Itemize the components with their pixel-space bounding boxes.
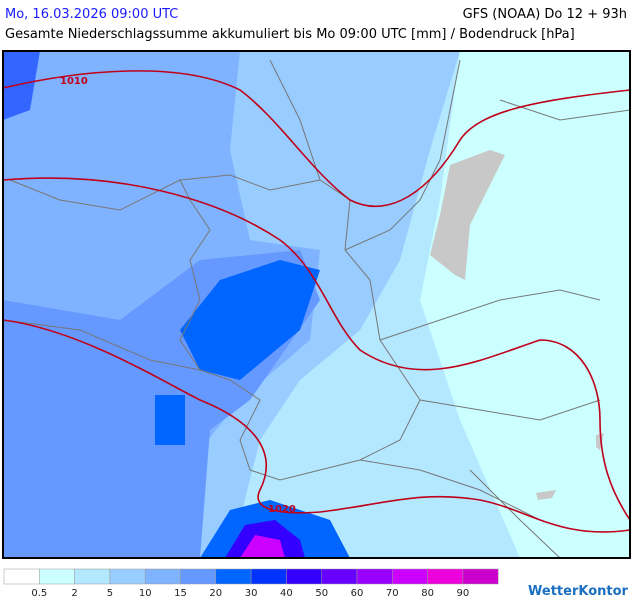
legend: 0.5 2 5 10 15 20 30 40 50 60 70 80 90 [3, 568, 499, 599]
legend-label: 0.5 [31, 588, 47, 599]
legend-swatch [321, 568, 358, 585]
legend-swatch [109, 568, 146, 585]
isobar-label: 1010 [60, 76, 88, 87]
date: Mo, 16.03.2026 09:00 UTC [5, 7, 178, 22]
legend-label: 90 [457, 588, 470, 599]
legend-swatch [3, 568, 40, 585]
legend-label: 10 [139, 588, 152, 599]
legend-label: 80 [421, 588, 434, 599]
logo: WetterKontor [528, 584, 629, 599]
legend-label: 30 [245, 588, 258, 599]
legend-swatch [356, 568, 393, 585]
legend-label: 50 [315, 588, 328, 599]
legend-label: 70 [386, 588, 399, 599]
legend-swatch [427, 568, 464, 585]
legend-swatch [144, 568, 181, 585]
legend-swatch [39, 568, 75, 585]
legend-swatch [180, 568, 217, 585]
legend-swatch [215, 568, 252, 585]
subtitle: Gesamte Niederschlagssumme akkumuliert b… [5, 27, 575, 42]
model-info: GFS (NOAA) Do 12 + 93h [463, 7, 627, 22]
legend-label: 20 [209, 588, 222, 599]
legend-label: 40 [280, 588, 293, 599]
legend-label: 5 [107, 588, 113, 599]
legend-label: 60 [351, 588, 364, 599]
legend-swatch [250, 568, 287, 585]
legend-swatch [286, 568, 322, 585]
legend-label: 2 [71, 588, 77, 599]
legend-swatch [74, 568, 111, 585]
map: 1010 1020 [2, 50, 631, 559]
legend-swatch [392, 568, 428, 585]
legend-label: 15 [174, 588, 187, 599]
isobar-label: 1020 [268, 504, 296, 515]
legend-swatch [462, 568, 499, 585]
